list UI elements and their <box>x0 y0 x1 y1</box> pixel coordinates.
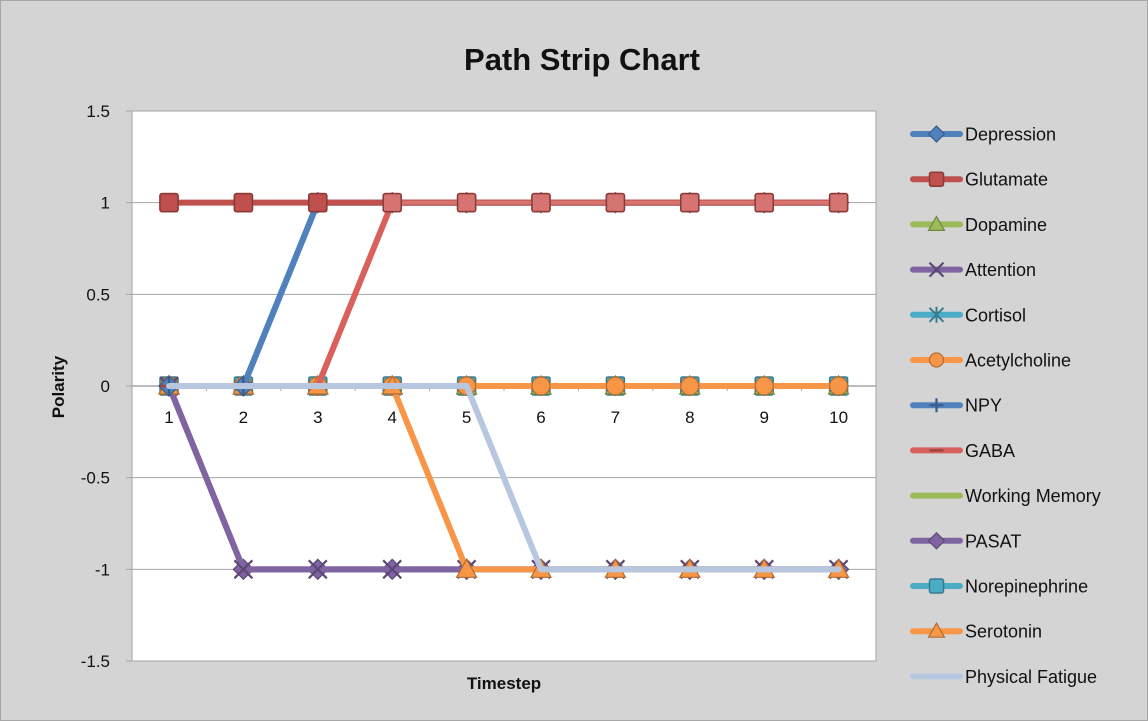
marker-circle <box>828 376 849 396</box>
marker-square <box>928 171 945 187</box>
y-tick-label: 0 <box>101 377 110 396</box>
marker-square <box>605 192 626 213</box>
x-tick-label: 10 <box>829 408 848 427</box>
legend-label: Cortisol <box>965 305 1026 325</box>
marker-square <box>159 192 179 213</box>
series-lines <box>157 191 850 581</box>
marker-square <box>754 192 774 213</box>
y-tick-label: -1.5 <box>81 652 110 671</box>
legend-label: Working Memory <box>965 486 1101 506</box>
series-glutamate-overlay <box>159 192 849 213</box>
legend-item: Norepinephrine <box>910 577 1088 597</box>
marker-circle <box>680 376 700 396</box>
x-tick-label: 3 <box>313 408 322 427</box>
legend-item: Physical Fatigue <box>910 667 1097 687</box>
y-tick-labels: 1.5 1 0.5 0 -0.5 -1 -1.5 <box>81 102 110 671</box>
marker-square <box>928 578 945 594</box>
marker-star <box>928 306 945 323</box>
y-tick-label: 1 <box>101 194 110 213</box>
marker-plus <box>929 398 944 413</box>
series-physical-fatigue <box>166 383 842 573</box>
marker-triangle <box>927 215 946 231</box>
y-tick-label: 1.5 <box>86 102 110 121</box>
marker-square <box>531 192 551 213</box>
x-tick-label: 5 <box>462 408 471 427</box>
legend-item: Depression <box>910 125 1056 145</box>
legend-item: Attention <box>910 260 1036 280</box>
legend-item: Working Memory <box>910 486 1101 506</box>
marker-diamond <box>927 531 946 550</box>
legend-item: PASAT <box>910 531 1021 551</box>
legend-label: Depression <box>965 125 1056 145</box>
marker-x <box>382 559 402 580</box>
legend-label: Acetylcholine <box>965 351 1071 371</box>
marker-circle <box>531 376 551 396</box>
legend-label: Physical Fatigue <box>965 667 1097 687</box>
legend-item: Glutamate <box>910 170 1048 190</box>
y-tick-label: -1 <box>95 560 110 579</box>
marker-circle <box>754 376 774 396</box>
legend-label: PASAT <box>965 531 1021 551</box>
x-tick-label: 8 <box>685 408 694 427</box>
y-tick-label: 0.5 <box>86 285 110 304</box>
marker-square <box>308 192 328 213</box>
marker-triangle <box>927 621 946 638</box>
x-tick-label: 6 <box>536 408 545 427</box>
marker-circle <box>928 352 945 368</box>
x-tick-label: 4 <box>387 408 396 427</box>
y-tick-label: -0.5 <box>81 469 110 488</box>
legend-label: Norepinephrine <box>965 577 1088 597</box>
x-tick-label: 9 <box>759 408 768 427</box>
legend-label: GABA <box>965 441 1015 461</box>
y-axis-title: Polarity <box>49 355 68 418</box>
legend-label: Serotonin <box>965 622 1042 642</box>
marker-x <box>233 559 254 580</box>
marker-x <box>308 559 328 580</box>
marker-circle <box>605 376 626 396</box>
marker-x <box>928 261 945 278</box>
marker-square <box>456 192 477 213</box>
marker-square <box>382 192 402 213</box>
marker-square <box>680 192 700 213</box>
marker-diamond <box>927 125 946 143</box>
legend-item: GABA <box>910 441 1015 461</box>
legend: Depression Glutamate Dopamine Attention Cort… <box>910 125 1101 687</box>
marker-square <box>828 192 849 213</box>
chart-title: Path Strip Chart <box>464 42 700 77</box>
legend-label: Attention <box>965 260 1036 280</box>
legend-item: NPY <box>910 396 1002 416</box>
legend-item: Cortisol <box>910 305 1026 325</box>
x-tick-label: 7 <box>611 408 620 427</box>
x-tick-label: 2 <box>239 408 248 427</box>
legend-item: Dopamine <box>910 215 1047 235</box>
legend-item: Acetylcholine <box>910 351 1071 371</box>
legend-label: Glutamate <box>965 170 1048 190</box>
legend-label: Dopamine <box>965 215 1047 235</box>
x-axis-title: Timestep <box>467 674 541 693</box>
legend-item: Serotonin <box>910 621 1042 642</box>
marker-square <box>233 192 254 213</box>
legend-label: NPY <box>965 396 1002 416</box>
x-tick-labels: 1 2 3 4 5 6 7 8 9 10 <box>164 408 848 427</box>
marker-triangle <box>455 558 478 578</box>
x-tick-label: 1 <box>164 408 173 427</box>
series-line <box>166 383 842 573</box>
